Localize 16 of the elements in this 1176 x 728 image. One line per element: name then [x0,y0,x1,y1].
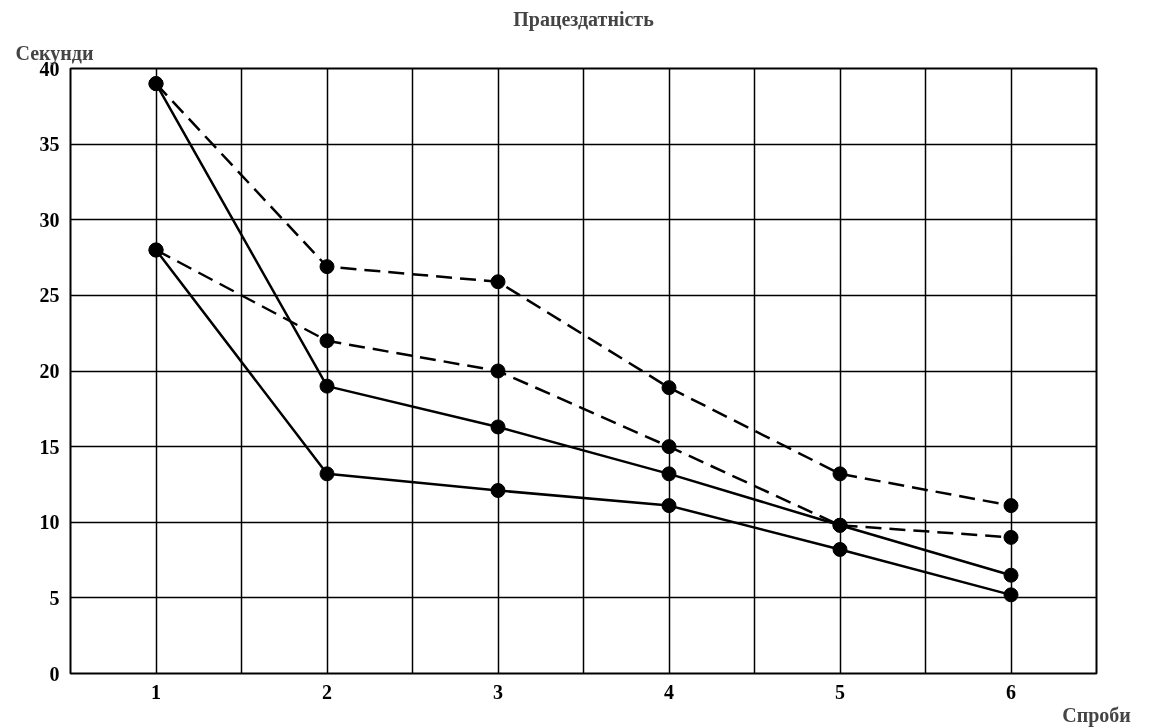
chart-title: Працездатність [513,7,655,31]
y-tick-label: 20 [39,360,60,382]
x-axis-title: Спроби [1062,703,1131,727]
y-tick-label: 30 [39,208,60,231]
x-tick-label: 3 [493,680,503,703]
y-tick-label: 25 [39,284,60,307]
x-tick-label: 2 [322,680,332,703]
y-tick-label: 5 [49,586,60,609]
y-tick-label: 10 [39,511,60,534]
x-tick-label: 1 [151,680,161,703]
y-tick-label: 0 [49,662,60,685]
x-tick-label: 4 [664,680,674,703]
x-tick-label: 6 [1006,680,1016,703]
x-tick-label: 5 [835,680,845,703]
y-tick-label: 35 [39,133,60,156]
y-tick-label: 15 [39,435,60,458]
